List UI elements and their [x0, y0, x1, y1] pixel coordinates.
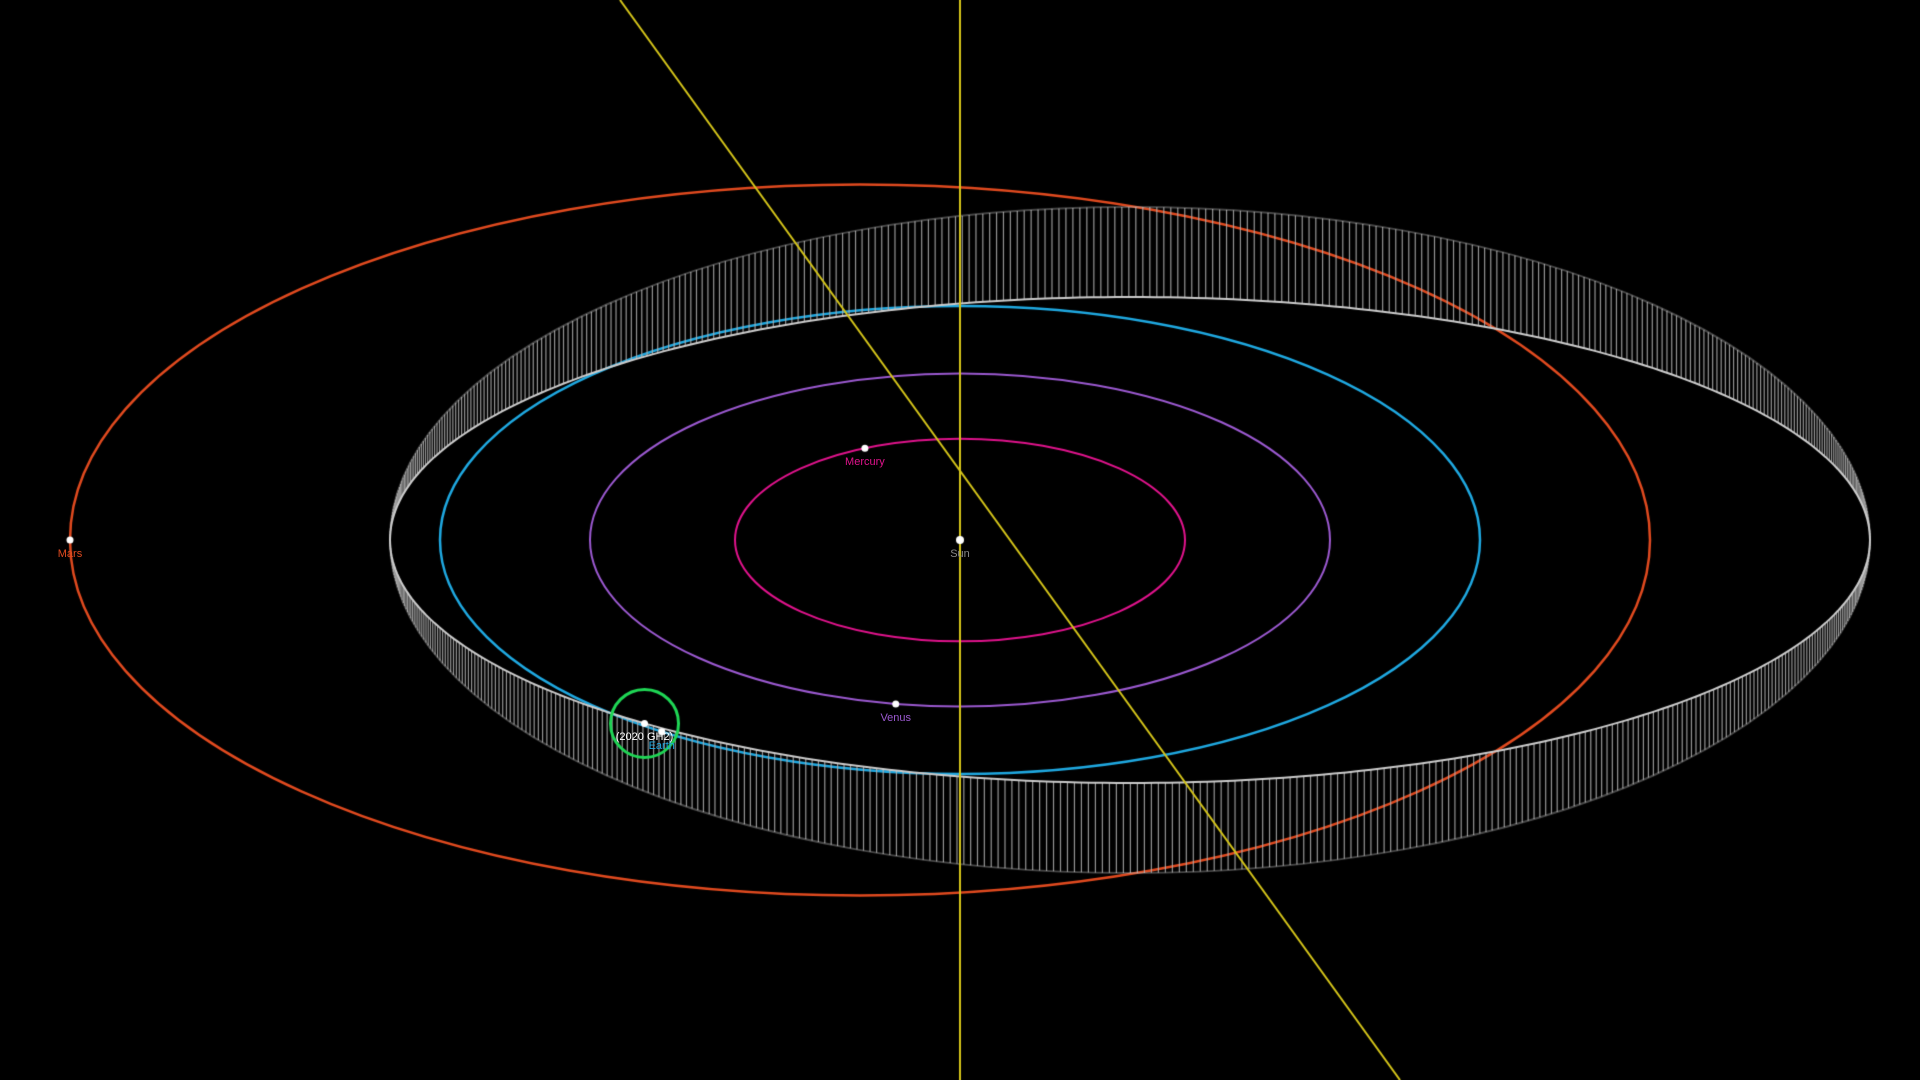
- orbital-diagram-canvas: [0, 0, 1920, 1080]
